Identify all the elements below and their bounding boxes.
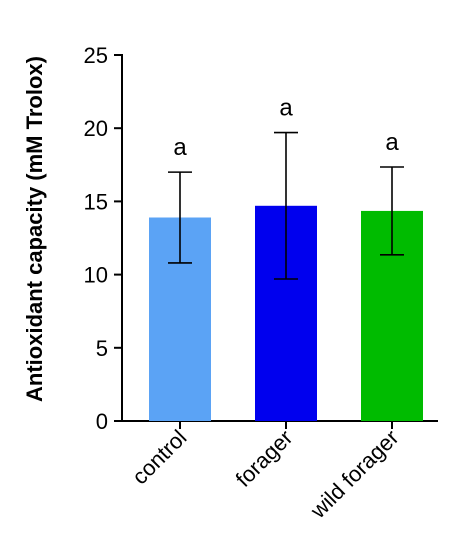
y-tick-label: 5 — [96, 336, 108, 361]
y-tick-label: 10 — [84, 263, 108, 288]
category-label: control — [127, 425, 191, 489]
significance-letter: a — [279, 95, 293, 122]
y-tick-label: 20 — [84, 116, 108, 141]
category-label: forager — [231, 425, 298, 492]
plot-area: 0 5 10 15 20 25 a control a forager a wild forager — [84, 43, 438, 524]
category-label: wild forager — [305, 425, 404, 524]
significance-letter: a — [173, 134, 187, 161]
y-tick-label: 25 — [84, 43, 108, 68]
y-tick-label: 15 — [84, 189, 108, 214]
y-tick-label: 0 — [96, 409, 108, 434]
y-axis-label: Antioxidant capacity (mM Trolox) — [22, 56, 47, 402]
significance-letter: a — [385, 129, 399, 156]
